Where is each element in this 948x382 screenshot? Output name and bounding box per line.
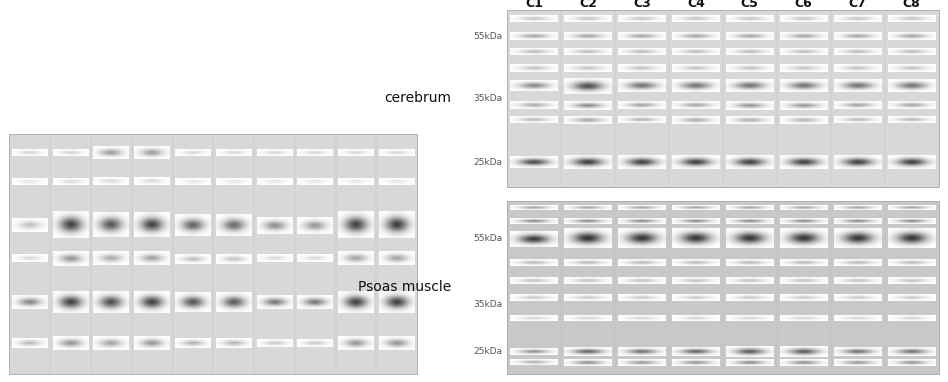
Text: C6: C6 <box>794 0 812 10</box>
Text: C1: C1 <box>525 0 543 10</box>
Text: C3: C3 <box>633 0 651 10</box>
Text: 35kDa: 35kDa <box>473 94 502 103</box>
Text: C7: C7 <box>848 0 866 10</box>
Bar <box>507 201 939 374</box>
Text: C4: C4 <box>687 0 704 10</box>
Text: 35kDa: 35kDa <box>473 300 502 309</box>
Text: 55kDa: 55kDa <box>473 234 502 243</box>
Text: C5: C5 <box>741 0 758 10</box>
Text: 25kDa: 25kDa <box>473 158 502 167</box>
Text: Psoas muscle: Psoas muscle <box>358 280 451 295</box>
Text: 25kDa: 25kDa <box>473 347 502 356</box>
Text: cerebrum: cerebrum <box>384 91 451 105</box>
Text: 55kDa: 55kDa <box>473 32 502 41</box>
Text: C2: C2 <box>579 0 597 10</box>
Text: C8: C8 <box>902 0 921 10</box>
Bar <box>507 10 939 187</box>
Bar <box>9 134 417 374</box>
